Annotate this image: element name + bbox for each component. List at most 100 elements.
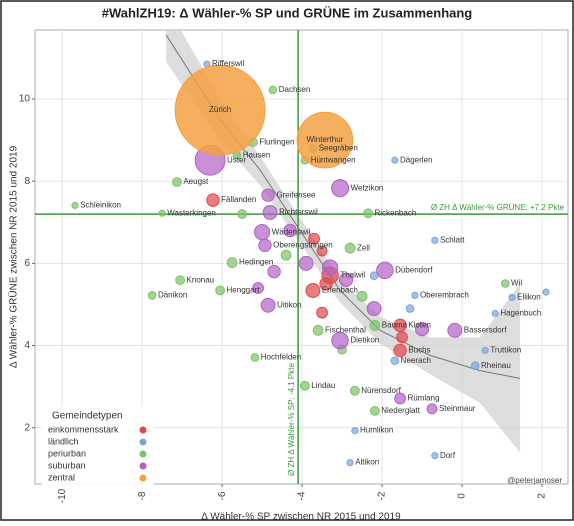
data-point	[447, 322, 463, 338]
legend-box	[42, 406, 154, 488]
point-label: Fischenthal	[325, 325, 366, 334]
data-point	[390, 356, 400, 366]
credit: @peterjamoser	[507, 476, 562, 485]
point-label: Dietikon	[350, 336, 379, 345]
data-point	[431, 452, 439, 460]
reference-label: Ø ZH Δ Wähler-% SP: -4.1 Pkte	[287, 363, 296, 476]
point-label: Knonau	[187, 275, 215, 284]
x-axis-label: Δ Wähler-% SP zwischen NR 2015 und 2019	[201, 512, 401, 521]
y-tick-label: 8	[24, 176, 30, 187]
data-point	[319, 277, 333, 291]
point-label: Ellikon	[517, 293, 541, 302]
point-label: Thalwil	[340, 270, 365, 279]
data-point	[226, 257, 238, 268]
data-point	[393, 318, 407, 333]
x-tick-label: -4	[297, 491, 308, 500]
x-tick-label: 2	[537, 493, 548, 499]
data-point	[356, 290, 368, 302]
data-point	[260, 297, 276, 313]
point-label: Steinmaur	[439, 404, 476, 413]
point-label: Wasterkingen	[167, 208, 216, 217]
data-point	[308, 232, 320, 245]
legend-label: ländlich	[48, 436, 79, 446]
point-label: Hochfelden	[261, 353, 301, 362]
legend-marker	[139, 474, 147, 482]
point-label: Henggart	[227, 286, 261, 295]
reference-label: Ø ZH Δ Wähler-% GRÜNE: +7.2 Pkte	[431, 203, 565, 212]
legend-label: zentral	[48, 472, 75, 482]
legend-label: einkommensstark	[48, 424, 119, 434]
data-point	[267, 264, 281, 279]
data-point	[215, 285, 226, 296]
y-tick-label: 2	[24, 422, 30, 433]
point-label: Uster	[227, 155, 246, 164]
point-label: Hausen	[243, 150, 271, 159]
point-label: Fällanden	[221, 195, 256, 204]
data-point	[312, 324, 324, 336]
point-label: Rheinau	[481, 361, 511, 370]
data-point	[331, 179, 350, 198]
y-tick-label: 10	[19, 94, 31, 105]
point-label: Humlikon	[360, 426, 393, 435]
data-point	[542, 288, 550, 296]
data-point	[316, 245, 328, 257]
data-point	[258, 238, 272, 253]
point-label: Bauma	[382, 321, 408, 330]
point-label: Schlatt	[440, 235, 465, 244]
point-label: Neerach	[401, 356, 431, 365]
data-point	[172, 177, 182, 187]
point-label: Uitikon	[277, 300, 301, 309]
data-point	[508, 293, 516, 302]
data-point	[393, 343, 407, 358]
point-label: Kloten	[408, 321, 431, 330]
data-point	[174, 64, 266, 156]
data-point	[349, 385, 360, 396]
data-point	[331, 331, 349, 350]
point-label: Truttikon	[490, 346, 521, 355]
legend-label: periurban	[48, 448, 86, 458]
point-label: Rickenbach	[374, 208, 416, 217]
data-point	[369, 271, 379, 281]
data-point	[283, 223, 297, 238]
y-tick-label: 6	[24, 258, 30, 269]
data-point	[280, 249, 292, 261]
point-label: Rümlang	[407, 394, 439, 403]
data-point	[491, 309, 499, 318]
data-point	[351, 426, 359, 435]
point-label: Hedingen	[239, 258, 273, 267]
data-point	[298, 255, 314, 271]
data-point	[344, 242, 356, 254]
point-label: Aeugst	[183, 177, 209, 186]
data-point	[391, 156, 399, 164]
data-point	[363, 208, 373, 219]
x-tick-label: 0	[457, 493, 468, 499]
x-tick-label: -2	[377, 491, 388, 500]
legend-title: Gemeindetypen	[52, 411, 123, 422]
legend-marker	[139, 450, 147, 458]
data-point	[346, 459, 354, 467]
point-label: Zürich	[209, 105, 231, 114]
data-point	[316, 306, 328, 319]
point-label: Dänikon	[158, 291, 187, 300]
data-point	[206, 193, 220, 207]
point-label: Wetzikon	[351, 183, 384, 192]
point-label: Rifferswil	[212, 59, 245, 68]
data-point	[237, 209, 248, 219]
point-label: Wil	[511, 279, 522, 288]
data-point	[369, 405, 380, 416]
data-point	[500, 279, 510, 288]
point-label: Nürensdorf	[361, 386, 401, 395]
data-point	[268, 85, 278, 95]
data-point	[253, 224, 271, 241]
data-point	[305, 283, 321, 298]
data-point	[376, 261, 394, 280]
data-point	[366, 301, 382, 317]
legend-label: suburban	[48, 460, 86, 470]
data-point	[426, 403, 438, 415]
point-label: Lindau	[311, 381, 335, 390]
y-tick-label: 4	[24, 340, 30, 351]
data-point	[261, 188, 275, 202]
data-point	[262, 204, 278, 220]
data-point	[321, 259, 339, 276]
